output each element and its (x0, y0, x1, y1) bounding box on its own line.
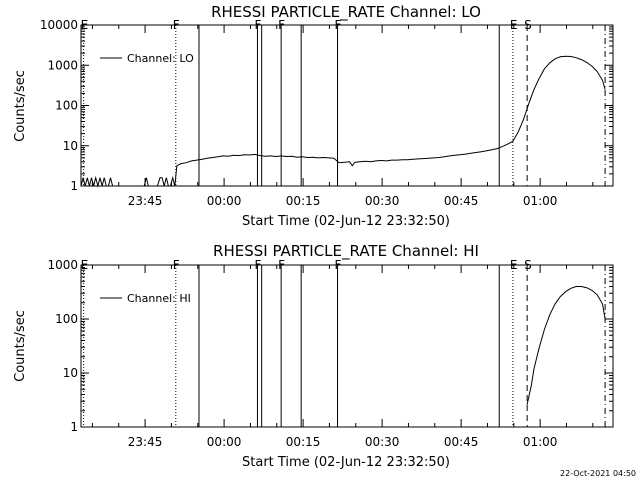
chart-lo-ylabel: Counts/sec (13, 70, 28, 142)
chart-hi-title: RHESSI PARTICLE_RATE Channel: HI (213, 242, 479, 261)
chart-hi-legend-label: Channel: HI (127, 292, 191, 305)
chart-hi-xtick-label: 00:15 (286, 435, 321, 449)
chart-lo-xtick-label: 23:45 (128, 194, 163, 208)
chart-lo-series-line (80, 55, 606, 188)
chart-hi-event-flag: F (173, 258, 180, 272)
chart-lo-xtick-label: 00:00 (207, 194, 242, 208)
chart-lo-event-flag: E (81, 18, 89, 32)
chart-hi: RHESSI PARTICLE_RATE Channel: HI 1101001… (13, 242, 614, 470)
chart-lo-event-flag: F (173, 18, 180, 32)
footer-timestamp: 22-Oct-2021 04:50 (560, 469, 636, 478)
chart-lo-ytick-label: 100 (55, 99, 78, 113)
chart-hi-series-line (526, 286, 606, 405)
chart-hi-ytick-label: 1000 (47, 258, 78, 272)
chart-lo-marks: 1 10 100 1000 10000 23:45 00:00 00:15 00:30 00:45… (40, 18, 613, 208)
chart-lo: RHESSI PARTICLE_RATE Channel: LO 1101001… (13, 3, 614, 229)
chart-hi-xtick-label: 00:00 (207, 435, 242, 449)
chart-hi-event-flag: E (510, 258, 518, 272)
chart-hi-xtick-label: 23:45 (128, 435, 163, 449)
chart-lo-xtick-label: 00:15 (286, 194, 321, 208)
chart-hi-xtick-label: 00:45 (444, 435, 479, 449)
chart-hi-event-flag: F (335, 258, 342, 272)
chart-hi-event-flag: S (524, 258, 532, 272)
chart-lo-title: RHESSI PARTICLE_RATE Channel: LO (211, 3, 481, 22)
chart-lo-legend-label: Channel: LO (127, 52, 194, 65)
chart-hi-marks: 1 10 100 1000 23:45 00:00 00:15 00:30 00:45 01:00… (47, 258, 613, 449)
chart-hi-event-flag: F (254, 258, 261, 272)
chart-hi-plot-frame (80, 264, 614, 428)
chart-lo-xtick-label: 01:00 (523, 194, 558, 208)
chart-hi-ylabel: Counts/sec (13, 310, 28, 382)
chart-hi-event-flag: E (81, 258, 89, 272)
chart-lo-xtick-label: 00:45 (444, 194, 479, 208)
chart-hi-event-flag: F (278, 258, 285, 272)
chart-lo-event-flag: F (254, 18, 261, 32)
chart-lo-xtick-label: 00:30 (365, 194, 400, 208)
chart-lo-xlabel: Start Time (02-Jun-12 23:32:50) (242, 214, 450, 229)
chart-lo-ytick-label: 10000 (40, 18, 78, 32)
chart-lo-ytick-label: 10 (63, 139, 78, 153)
chart-hi-xlabel: Start Time (02-Jun-12 23:32:50) (242, 455, 450, 470)
chart-hi-xtick-label: 00:30 (365, 435, 400, 449)
chart-hi-ytick-label: 1 (70, 420, 78, 434)
chart-lo-event-flag: S (524, 18, 532, 32)
chart-hi-xtick-label: 01:00 (523, 435, 558, 449)
chart-lo-ytick-label: 1000 (47, 58, 78, 72)
chart-lo-event-flag: F (278, 18, 285, 32)
chart-lo-ytick-label: 1 (70, 179, 78, 193)
chart-lo-event-flag: F (335, 18, 342, 32)
chart-lo-event-flag: E (510, 18, 518, 32)
chart-hi-ytick-label: 10 (63, 366, 78, 380)
chart-hi-ytick-label: 100 (55, 312, 78, 326)
